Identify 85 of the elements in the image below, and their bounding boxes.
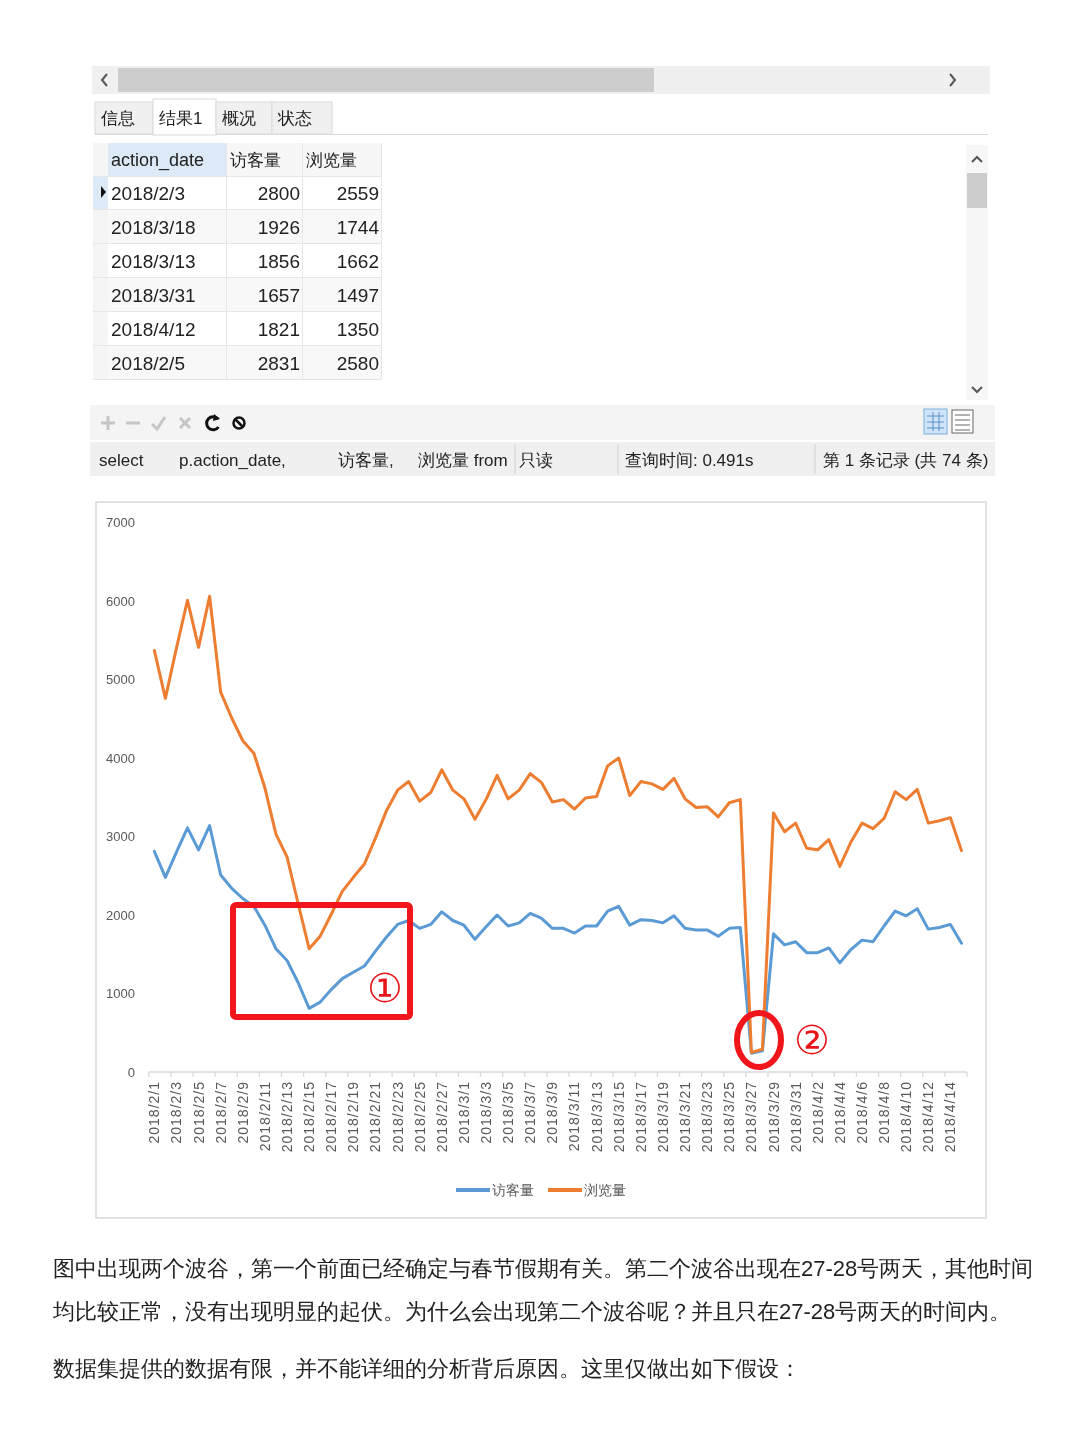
table-cell: 2018/2/3 [111,182,185,204]
y-tick-label: 2000 [106,907,135,923]
x-tick-label: 2018/3/9 [544,1081,561,1144]
x-tick-label: 2018/2/5 [190,1081,207,1144]
x-tick-label: 2018/3/29 [765,1081,782,1153]
table-cell: 1497 [336,284,379,306]
x-tick-label: 2018/2/11 [256,1081,273,1152]
table-cell: 1662 [336,250,379,272]
status-text: 浏览量 from [418,450,508,470]
x-tick-label: 2018/2/9 [234,1081,251,1144]
x-tick-label: 2018/2/25 [411,1081,428,1153]
x-tick-label: 2018/3/11 [566,1081,583,1152]
x-tick-label: 2018/3/1 [455,1081,472,1144]
text: 图中出现两个波谷，第一个前面已经确定与春节假期有关。第二个波谷出现在27-28号两天，其他时间均比较正常，没有出现明显的起伏。为什么会出现第二个波谷呢？并且只在27-28号两天的时间内。 [53,1255,1035,1326]
x-tick-label: 2018/3/31 [787,1081,804,1153]
table-cell: 2018/3/31 [111,284,196,306]
y-tick-label: 4000 [106,750,135,766]
x-tick-label: 2018/4/4 [831,1081,848,1144]
table-cell: 2559 [336,182,379,204]
x-tick-label: 2018/2/19 [345,1081,362,1153]
table-cell: 1744 [336,216,379,238]
table-cell: 2800 [257,182,300,204]
x-tick-label: 2018/4/8 [876,1081,893,1144]
line-series [152,824,963,1055]
x-tick-label: 2018/2/1 [146,1081,163,1144]
x-tick-label: 2018/3/17 [632,1081,649,1153]
x-tick-label: 2018/3/7 [522,1081,539,1144]
x-tick-label: 2018/4/12 [920,1081,937,1153]
y-tick-label: 6000 [106,593,135,609]
x-tick-label: 2018/4/6 [853,1081,870,1144]
x-tick-label: 2018/3/19 [654,1081,671,1153]
x-tick-label: 2018/3/15 [610,1081,627,1153]
x-tick-label: 2018/3/25 [721,1081,738,1153]
annotation: ② [794,1018,830,1062]
status-text: 第 1 条记录 (共 74 条) [823,450,989,470]
table-cell: 1856 [257,250,300,272]
table-cell: 2018/3/13 [111,250,196,272]
table-cell: 1657 [257,284,300,306]
x-tick-label: 2018/4/2 [809,1081,826,1144]
legend-label: 访客量 [492,1182,534,1198]
tab-label: 结果1 [159,108,203,128]
line-series [152,594,963,1054]
column-header: 访客量 [230,150,281,170]
x-tick-label: 2018/2/3 [168,1081,185,1144]
column-header: 浏览量 [306,150,357,170]
x-tick-label: 2018/3/13 [588,1081,605,1153]
x-tick-label: 2018/3/23 [699,1081,716,1153]
x-tick-label: 2018/2/27 [433,1081,450,1153]
tab-label: 状态 [278,108,312,128]
y-tick-label: 1000 [106,986,135,1001]
status-text: 只读 [519,450,553,470]
status-text: 查询时间: 0.491s [625,450,754,470]
table-cell: 2018/3/18 [111,216,196,238]
status-text: p.action_date, [179,450,286,470]
annotation: ① [367,966,403,1010]
table-cell: 1350 [336,318,379,340]
legend-label: 浏览量 [584,1182,626,1198]
x-tick-label: 2018/2/17 [323,1081,340,1153]
x-tick-label: 2018/2/13 [279,1081,296,1153]
table-cell: 1821 [257,318,300,340]
y-tick-label: 5000 [106,672,135,687]
x-tick-label: 2018/2/21 [367,1081,384,1153]
tab-label: 概况 [222,108,256,128]
x-tick-label: 2018/3/3 [478,1081,495,1144]
x-tick-label: 2018/2/7 [212,1081,229,1144]
table-cell: 2580 [336,352,379,374]
table-cell: 2831 [257,352,300,374]
x-tick-label: 2018/3/27 [743,1081,760,1153]
status-text: select [99,450,144,470]
status-text: 访客量, [338,450,394,470]
text: 数据集提供的数据有限，并不能详细的分析背后原因。这里仅做出如下假设： [53,1355,802,1383]
tab-label: 信息 [101,108,135,128]
table-cell: 2018/2/5 [111,352,185,374]
y-tick-label: 3000 [106,829,135,844]
table-cell: 2018/4/12 [111,318,196,340]
y-tick-label: 7000 [106,515,135,530]
x-tick-label: 2018/2/15 [301,1081,318,1153]
y-tick-label: 0 [127,1064,135,1080]
x-tick-label: 2018/4/10 [898,1081,915,1153]
x-tick-label: 2018/2/23 [389,1081,406,1153]
x-tick-label: 2018/4/14 [942,1081,959,1153]
x-tick-label: 2018/3/21 [677,1081,694,1153]
x-tick-label: 2018/3/5 [500,1081,517,1144]
table-cell: 1926 [257,216,300,238]
column-header: action_date [111,150,205,170]
